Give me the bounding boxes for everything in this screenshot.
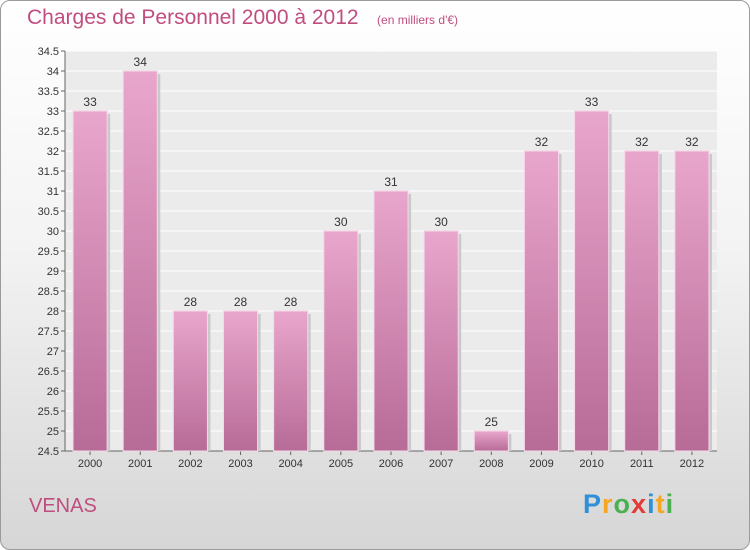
bar <box>423 230 459 452</box>
bar <box>222 310 259 452</box>
y-tick-label: 26 <box>47 386 59 398</box>
chart-subtitle: (en milliers d'€) <box>377 13 459 27</box>
bar <box>172 310 208 452</box>
x-tick-label: 2009 <box>529 458 553 470</box>
y-tick-label: 26.5 <box>38 366 59 378</box>
y-tick-label: 31.5 <box>38 166 59 178</box>
data-label: 28 <box>284 295 298 309</box>
x-tick-label: 2010 <box>579 458 603 470</box>
y-tick-label: 28 <box>47 306 59 318</box>
y-tick-label: 30 <box>47 226 59 238</box>
logo-letter: t <box>655 489 666 519</box>
bar <box>373 190 409 452</box>
data-label: 32 <box>535 135 549 149</box>
y-tick-label: 25.5 <box>38 406 59 418</box>
logo-letter: P <box>583 489 603 519</box>
y-tick-label: 29.5 <box>38 246 59 258</box>
logo-letter: r <box>602 489 614 519</box>
logo-letter: i <box>647 489 656 519</box>
bar <box>323 230 359 452</box>
y-tick-label: 24.5 <box>38 446 59 458</box>
data-label: 30 <box>434 215 448 229</box>
data-label: 25 <box>485 415 499 429</box>
bar <box>674 150 710 452</box>
data-label: 28 <box>234 295 248 309</box>
y-tick-label: 32 <box>47 146 59 158</box>
x-tick-label: 2011 <box>630 458 654 470</box>
x-tick-label: 2001 <box>128 458 152 470</box>
proxiti-logo: Proxiti <box>583 489 674 520</box>
data-label: 32 <box>685 135 699 149</box>
x-tick-label: 2002 <box>178 458 202 470</box>
x-tick-label: 2003 <box>228 458 252 470</box>
chart-title: Charges de Personnel 2000 à 2012 <box>27 6 359 29</box>
y-tick-label: 27 <box>47 346 59 358</box>
logo-letter: x <box>631 489 648 519</box>
data-label: 34 <box>134 55 148 69</box>
bar <box>72 110 108 452</box>
y-tick-label: 33 <box>47 106 59 118</box>
x-tick-label: 2008 <box>479 458 503 470</box>
data-label: 33 <box>83 95 97 109</box>
y-tick-label: 25 <box>47 426 59 438</box>
data-label: 31 <box>384 175 398 189</box>
bar <box>624 150 660 452</box>
y-tick-label: 32.5 <box>38 126 59 138</box>
y-tick-label: 27.5 <box>38 326 59 338</box>
data-label: 30 <box>334 215 348 229</box>
x-tick-label: 2000 <box>78 458 102 470</box>
logo-letter: o <box>613 489 632 519</box>
bar <box>273 310 309 452</box>
x-tick-label: 2006 <box>379 458 403 470</box>
data-label: 32 <box>635 135 649 149</box>
bar <box>473 430 509 452</box>
x-tick-label: 2005 <box>329 458 353 470</box>
bar <box>122 70 158 452</box>
x-tick-label: 2012 <box>680 458 704 470</box>
x-tick-label: 2007 <box>429 458 453 470</box>
bar <box>574 110 610 452</box>
y-tick-label: 31 <box>47 186 59 198</box>
data-label: 33 <box>585 95 599 109</box>
y-tick-label: 30.5 <box>38 206 59 218</box>
title-block: Charges de Personnel 2000 à 2012 (en mil… <box>27 6 458 30</box>
y-tick-label: 29 <box>47 266 59 278</box>
y-tick-label: 34.5 <box>38 46 59 58</box>
x-tick-label: 2004 <box>278 458 302 470</box>
logo-letter: i <box>665 489 675 519</box>
bar <box>523 150 560 452</box>
data-label: 28 <box>184 295 198 309</box>
y-tick-label: 34 <box>47 66 59 78</box>
place-name: VENAS <box>29 495 97 517</box>
y-tick-label: 28.5 <box>38 286 59 298</box>
y-tick-label: 33.5 <box>38 86 59 98</box>
